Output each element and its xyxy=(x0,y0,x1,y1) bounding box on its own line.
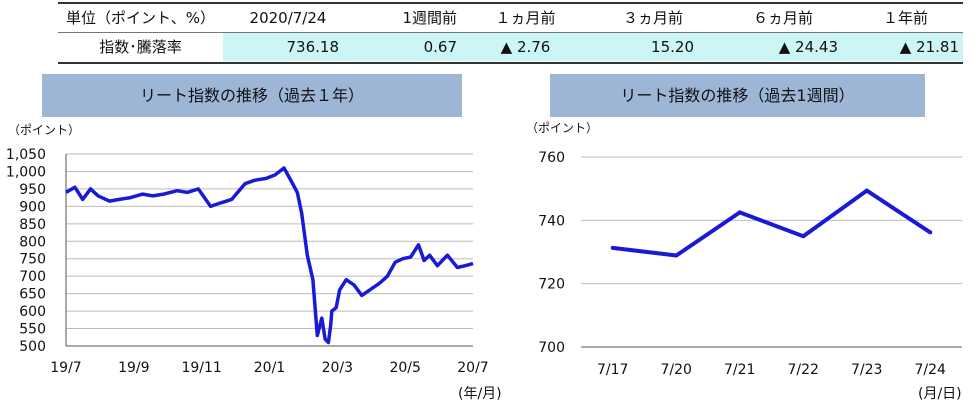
xtick-label-1year: 19/7 xyxy=(50,360,81,376)
data-point-1week xyxy=(610,245,615,250)
chart-title-1week: リート指数の推移（過去1週間） xyxy=(550,74,925,117)
ylabel-1year: （ポイント） xyxy=(8,123,80,137)
summary-table: 単位（ポイント、%） 2020/7/24 1週間前 １ヵ月前 ３ヵ月前 ６ヵ月前… xyxy=(58,2,963,64)
xtick-label-1year: 20/3 xyxy=(322,360,353,376)
ytick-label-1year: 700 xyxy=(19,269,46,285)
data-point-1week xyxy=(801,234,806,239)
value-6month: ▲ 24.43 xyxy=(718,33,848,61)
ytick-label-1week: 760 xyxy=(538,150,565,166)
xtick-label-1week: 7/21 xyxy=(724,362,755,378)
ytick-label-1year: 500 xyxy=(19,339,46,355)
row-label: 指数･騰落率 xyxy=(99,38,182,56)
xtick-label-1year: 20/1 xyxy=(254,360,285,376)
value-3month: 15.20 xyxy=(588,33,718,61)
series-line-1week xyxy=(612,188,932,258)
xtick-label-1week: 7/23 xyxy=(851,362,882,378)
ytick-label-1year: 1,050 xyxy=(6,147,46,163)
ytick-label-1year: 800 xyxy=(19,234,46,250)
xtick-label-1year: 20/5 xyxy=(389,360,420,376)
header-unit: 単位（ポイント、%） xyxy=(66,9,215,27)
ytick-label-1week: 720 xyxy=(538,277,565,293)
xtick-label-1year: 19/9 xyxy=(118,360,149,376)
data-point-1week xyxy=(864,188,869,193)
value-1week: 0.67 xyxy=(353,33,463,61)
ytick-label-1week: 700 xyxy=(538,340,565,356)
header-6month: ６ヵ月前 xyxy=(752,9,813,27)
ytick-label-1year: 550 xyxy=(19,322,46,338)
header-1month: １ヵ月前 xyxy=(495,9,556,27)
xtick-label-1week: 7/20 xyxy=(661,362,692,378)
series-line-1year xyxy=(65,166,474,345)
data-point-1week xyxy=(674,253,679,258)
xtick-label-1year: 20/7 xyxy=(457,360,488,376)
header-1year: １年前 xyxy=(882,9,928,27)
ytick-label-1year: 900 xyxy=(19,199,46,215)
value-1month: ▲ 2.76 xyxy=(463,33,588,61)
data-point-1week xyxy=(928,230,933,235)
xtick-label-1week: 7/22 xyxy=(788,362,819,378)
ytick-label-1year: 1,000 xyxy=(6,164,46,180)
header-3month: ３ヵ月前 xyxy=(622,9,683,27)
ytick-label-1year: 600 xyxy=(19,304,46,320)
chart-title-1year: リート指数の推移（過去１年） xyxy=(42,74,462,117)
table-data-row: 指数･騰落率 736.18 0.67 ▲ 2.76 15.20 ▲ 24.43 … xyxy=(58,33,963,61)
xlabel-1year: (年/月) xyxy=(458,386,502,402)
header-date: 2020/7/24 xyxy=(249,9,327,27)
value-current: 736.18 xyxy=(223,33,353,61)
header-1week: 1週間前 xyxy=(402,9,457,27)
xtick-label-1week: 7/17 xyxy=(597,362,628,378)
ytick-label-1year: 850 xyxy=(19,217,46,233)
xlabel-1week: (月/日) xyxy=(918,386,962,402)
ytick-label-1year: 650 xyxy=(19,287,46,303)
data-point-1week xyxy=(737,210,742,215)
table-header-row: 単位（ポイント、%） 2020/7/24 1週間前 １ヵ月前 ３ヵ月前 ６ヵ月前… xyxy=(58,4,963,33)
value-1year: ▲ 21.81 xyxy=(848,33,963,61)
ytick-label-1year: 750 xyxy=(19,252,46,268)
ylabel-1week: （ポイント） xyxy=(526,121,598,135)
xtick-label-1year: 19/11 xyxy=(181,360,221,376)
ytick-label-1week: 740 xyxy=(538,213,565,229)
xtick-label-1week: 7/24 xyxy=(915,362,947,378)
ytick-label-1year: 950 xyxy=(19,182,46,198)
